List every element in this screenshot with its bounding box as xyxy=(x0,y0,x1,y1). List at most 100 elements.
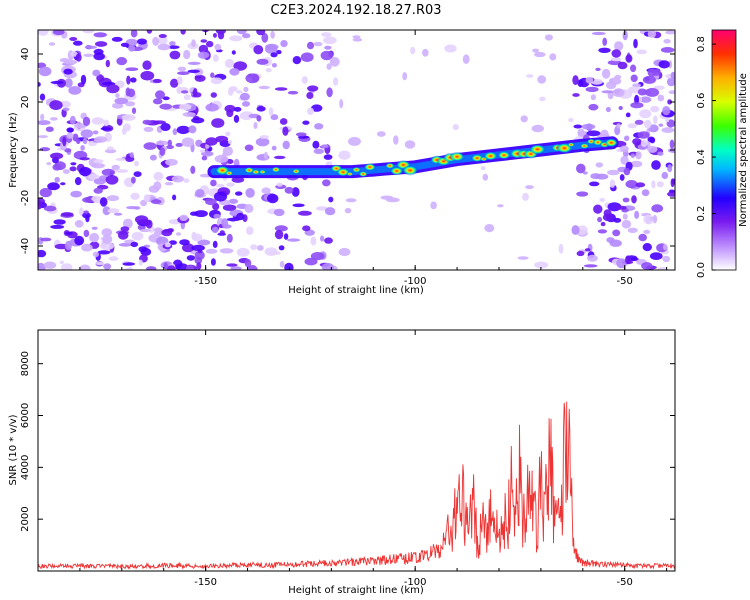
speckle xyxy=(93,159,104,164)
speckle xyxy=(612,229,621,237)
speckle xyxy=(153,171,164,181)
speckle xyxy=(643,229,651,234)
speckle xyxy=(618,106,623,110)
speckle xyxy=(625,112,631,118)
speckle xyxy=(662,106,671,116)
speckle xyxy=(226,217,240,222)
speckle xyxy=(310,236,317,246)
speckle xyxy=(627,123,637,129)
speckle xyxy=(205,198,217,206)
speckle xyxy=(93,178,106,185)
speckle xyxy=(265,44,278,54)
speckle xyxy=(572,75,579,86)
trace-hotspot xyxy=(291,168,301,174)
speckle xyxy=(653,85,665,90)
speckle xyxy=(667,99,672,105)
speckle xyxy=(278,245,285,251)
speckle xyxy=(595,162,604,168)
speckle xyxy=(243,86,249,93)
speckle xyxy=(629,257,639,262)
speckle xyxy=(609,179,616,188)
speckle xyxy=(59,260,64,265)
speckle xyxy=(640,139,648,147)
speckle xyxy=(636,49,647,55)
speckle xyxy=(143,194,151,203)
speckle xyxy=(215,30,226,35)
speckle xyxy=(261,32,269,43)
spectrogram-x-tick-label: -150 xyxy=(194,276,217,287)
speckle xyxy=(576,225,588,235)
trace-hotspot xyxy=(251,169,261,175)
speckle xyxy=(188,125,197,134)
speckle xyxy=(222,204,237,211)
speckle xyxy=(639,109,652,119)
speckle xyxy=(195,189,205,198)
speckle xyxy=(50,224,65,229)
speckle xyxy=(611,49,622,58)
speckle xyxy=(130,192,140,200)
speckle xyxy=(583,264,598,268)
colorbar-tick-label: 0.6 xyxy=(696,93,707,109)
speckle xyxy=(219,248,234,254)
speckle xyxy=(81,243,93,252)
speckle xyxy=(630,64,637,73)
speckle xyxy=(630,102,644,109)
speckle xyxy=(126,75,131,85)
speckle xyxy=(210,258,216,266)
speckle xyxy=(39,147,51,152)
speckle xyxy=(197,51,210,59)
speckle xyxy=(320,50,333,61)
speckle xyxy=(83,229,90,238)
speckle xyxy=(598,47,611,53)
speckle xyxy=(39,187,52,198)
speckle xyxy=(74,177,82,186)
speckle xyxy=(200,39,208,43)
speckle xyxy=(256,106,266,112)
speckle xyxy=(322,179,331,187)
speckle xyxy=(607,169,620,176)
speckle xyxy=(632,138,642,146)
speckle xyxy=(287,90,299,95)
speckle xyxy=(198,44,209,54)
speckle xyxy=(124,101,136,107)
speckle xyxy=(244,259,252,268)
speckle xyxy=(609,78,614,85)
speckle xyxy=(313,41,323,47)
speckle xyxy=(49,100,63,111)
speckle xyxy=(267,193,279,204)
speckle xyxy=(444,44,457,53)
speckle xyxy=(532,48,539,53)
speckle xyxy=(612,88,625,97)
speckle xyxy=(600,129,609,139)
speckle xyxy=(70,190,82,198)
speckle xyxy=(264,247,278,256)
speckle xyxy=(270,114,279,121)
speckle xyxy=(667,164,673,173)
speckle xyxy=(46,162,52,166)
snr-frame xyxy=(37,329,676,572)
speckle xyxy=(181,137,195,147)
speckle xyxy=(79,166,92,177)
speckle xyxy=(302,225,311,232)
speckle xyxy=(665,118,670,123)
speckle xyxy=(164,242,171,248)
speckle xyxy=(300,52,314,62)
speckle xyxy=(134,160,139,167)
speckle xyxy=(169,50,181,60)
speckle xyxy=(522,192,529,201)
speckle xyxy=(183,178,190,184)
speckle xyxy=(211,118,225,128)
speckle xyxy=(62,136,67,147)
speckle xyxy=(215,135,229,143)
speckle xyxy=(190,165,196,174)
speckle xyxy=(214,154,229,163)
speckle xyxy=(153,181,162,191)
speckle xyxy=(607,60,622,66)
speckle xyxy=(585,76,594,84)
speckle xyxy=(105,59,111,68)
speckle xyxy=(75,53,82,62)
speckle xyxy=(156,126,162,133)
speckle xyxy=(50,117,58,121)
speckle xyxy=(79,157,90,161)
speckle xyxy=(150,199,162,205)
